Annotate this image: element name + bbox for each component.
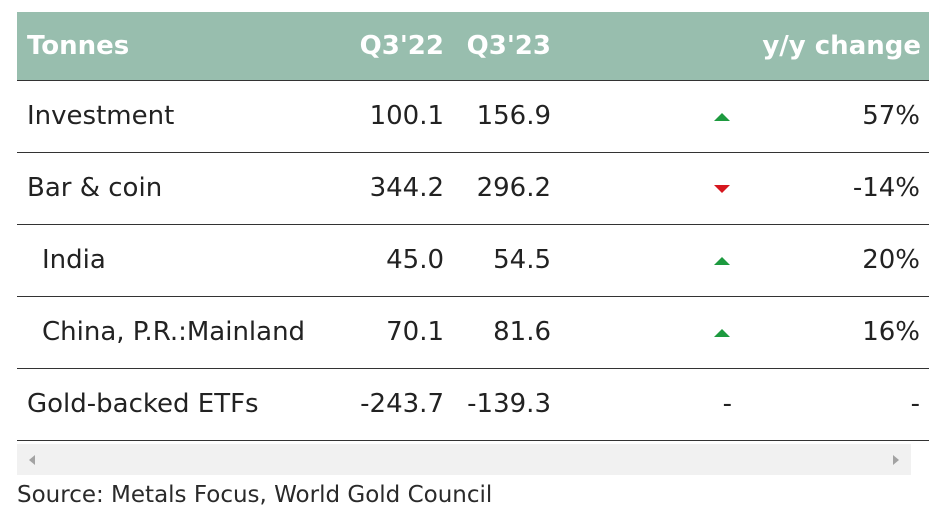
chevron-right-icon (893, 454, 899, 465)
triangle-up-icon (714, 328, 730, 337)
data-table-container: Tonnes Q3'22 Q3'23 y/y change Investment… (17, 12, 929, 441)
cell-direction (551, 152, 734, 224)
cell-yy-change: 16% (862, 317, 920, 347)
chevron-left-icon (29, 454, 35, 465)
table-header-row: Tonnes Q3'22 Q3'23 y/y change (17, 12, 929, 80)
column-header-yy-change: y/y change (762, 30, 921, 61)
horizontal-scrollbar[interactable] (17, 444, 911, 475)
source-note: Source: Metals Focus, World Gold Council (17, 482, 493, 508)
data-table: Tonnes Q3'22 Q3'23 y/y change Investment… (17, 12, 929, 441)
cell-direction (551, 80, 734, 152)
cell-q3-22: 70.1 (386, 317, 444, 347)
table-body: Investment 100.1 156.9 57% Bar & coin 344.2 29… (17, 80, 929, 440)
cell-direction (551, 296, 734, 368)
scroll-left-button[interactable] (17, 444, 47, 475)
table-row: India 45.0 54.5 20% (17, 224, 929, 296)
cell-q3-22: 45.0 (386, 245, 444, 275)
column-header-q3-22: Q3'22 (359, 30, 444, 61)
cell-yy-change: 57% (862, 101, 920, 131)
cell-q3-22: 100.1 (369, 101, 444, 131)
cell-q3-22: 344.2 (369, 173, 444, 203)
row-label: Investment (27, 101, 175, 131)
table-row: Bar & coin 344.2 296.2 -14% (17, 152, 929, 224)
cell-direction (551, 224, 734, 296)
cell-yy-change: - (910, 389, 920, 419)
cell-q3-23: -139.3 (467, 389, 551, 419)
row-label: China, P.R.:Mainland (42, 317, 306, 347)
cell-q3-22: -243.7 (360, 389, 444, 419)
cell-yy-change: 20% (862, 245, 920, 275)
row-label: Bar & coin (27, 173, 163, 203)
cell-yy-change: -14% (852, 173, 920, 203)
column-header-spacer (551, 12, 734, 80)
table-row: China, P.R.:Mainland 70.1 81.6 16% (17, 296, 929, 368)
cell-q3-23: 54.5 (493, 245, 551, 275)
triangle-up-icon (714, 112, 730, 121)
cell-q3-23: 81.6 (493, 317, 551, 347)
column-header-q3-23: Q3'23 (466, 30, 551, 61)
row-label: Gold-backed ETFs (27, 389, 259, 419)
triangle-down-icon (714, 184, 730, 193)
row-label: India (42, 245, 106, 275)
cell-direction: - (551, 368, 734, 440)
table-row: Investment 100.1 156.9 57% (17, 80, 929, 152)
table-row: Gold-backed ETFs -243.7 -139.3 - - (17, 368, 929, 440)
column-header-tonnes: Tonnes (27, 30, 130, 61)
cell-q3-23: 296.2 (476, 173, 551, 203)
cell-q3-23: 156.9 (476, 101, 551, 131)
triangle-up-icon (714, 256, 730, 265)
direction-dash: - (722, 389, 732, 419)
scroll-right-button[interactable] (881, 444, 911, 475)
